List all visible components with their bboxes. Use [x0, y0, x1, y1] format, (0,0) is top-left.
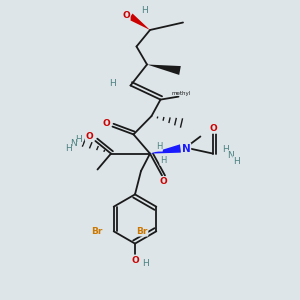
Text: H: H	[233, 157, 240, 166]
Text: H: H	[142, 259, 149, 268]
Text: H: H	[65, 144, 72, 153]
Text: H: H	[222, 146, 229, 154]
Text: O: O	[160, 177, 167, 186]
Text: O: O	[131, 256, 139, 265]
Text: O: O	[102, 118, 110, 127]
Text: N: N	[228, 151, 234, 160]
Text: Br: Br	[136, 227, 148, 236]
Text: H: H	[160, 156, 167, 165]
Text: N: N	[70, 140, 77, 148]
Text: H: H	[141, 6, 147, 15]
Text: Br: Br	[92, 227, 103, 236]
Text: H: H	[75, 135, 82, 144]
Text: O: O	[122, 11, 130, 20]
Text: O: O	[85, 132, 93, 141]
Text: H: H	[156, 142, 162, 151]
Text: O: O	[209, 124, 217, 133]
Text: methyl: methyl	[172, 91, 191, 95]
Polygon shape	[128, 14, 150, 30]
Polygon shape	[150, 144, 181, 154]
Text: H: H	[109, 80, 116, 88]
Text: N: N	[182, 143, 190, 154]
Polygon shape	[147, 64, 181, 75]
